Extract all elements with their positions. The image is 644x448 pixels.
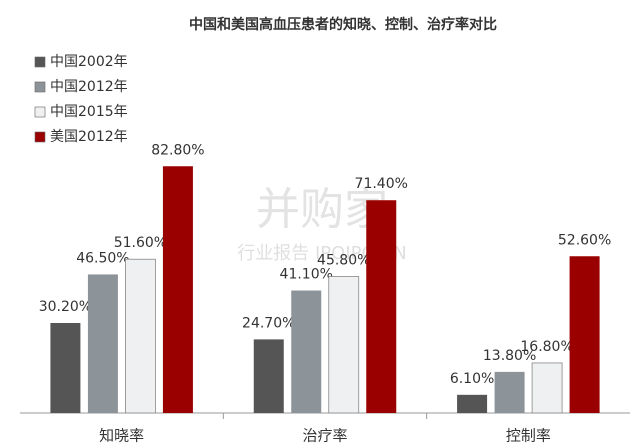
data-label: 30.20% xyxy=(39,299,92,315)
legend-swatch xyxy=(34,106,46,118)
data-label: 46.50% xyxy=(76,250,129,266)
bar xyxy=(366,200,397,413)
chart-title: 中国和美国高血压患者的知晓、控制、治疗率对比 xyxy=(189,16,497,33)
data-label: 41.10% xyxy=(280,267,333,283)
data-label: 51.60% xyxy=(114,235,167,251)
legend-label: 中国2002年 xyxy=(50,54,128,70)
data-label: 13.80% xyxy=(483,348,536,364)
legend-swatch xyxy=(34,56,46,68)
legend-label: 中国2015年 xyxy=(50,104,128,120)
x-tick-label: 治疗率 xyxy=(302,427,347,445)
watermark: 并购家 xyxy=(256,184,388,235)
x-tick-label: 控制率 xyxy=(506,427,551,445)
bar xyxy=(253,339,284,413)
data-label: 71.40% xyxy=(355,176,408,192)
bar xyxy=(569,256,600,413)
bar xyxy=(494,371,525,413)
x-tick-label: 知晓率 xyxy=(99,427,144,445)
legend-swatch xyxy=(34,81,46,93)
data-label: 45.80% xyxy=(317,253,370,269)
watermark: 行业报告 IPOIPO.CN xyxy=(237,243,406,264)
data-label: 16.80% xyxy=(520,339,573,355)
bar xyxy=(87,274,118,413)
legend-label: 中国2012年 xyxy=(50,79,128,95)
bar xyxy=(50,323,81,413)
data-label: 24.70% xyxy=(242,315,295,331)
bar xyxy=(125,258,156,414)
legend-label: 美国2012年 xyxy=(50,129,128,145)
bar xyxy=(457,394,488,413)
legend-swatch xyxy=(34,131,46,143)
bar xyxy=(328,276,360,414)
data-label: 6.10% xyxy=(450,371,494,387)
data-label: 82.80% xyxy=(151,142,204,158)
bar xyxy=(531,362,563,414)
bar xyxy=(162,166,193,413)
bar xyxy=(291,290,322,413)
data-label: 52.60% xyxy=(558,232,611,248)
